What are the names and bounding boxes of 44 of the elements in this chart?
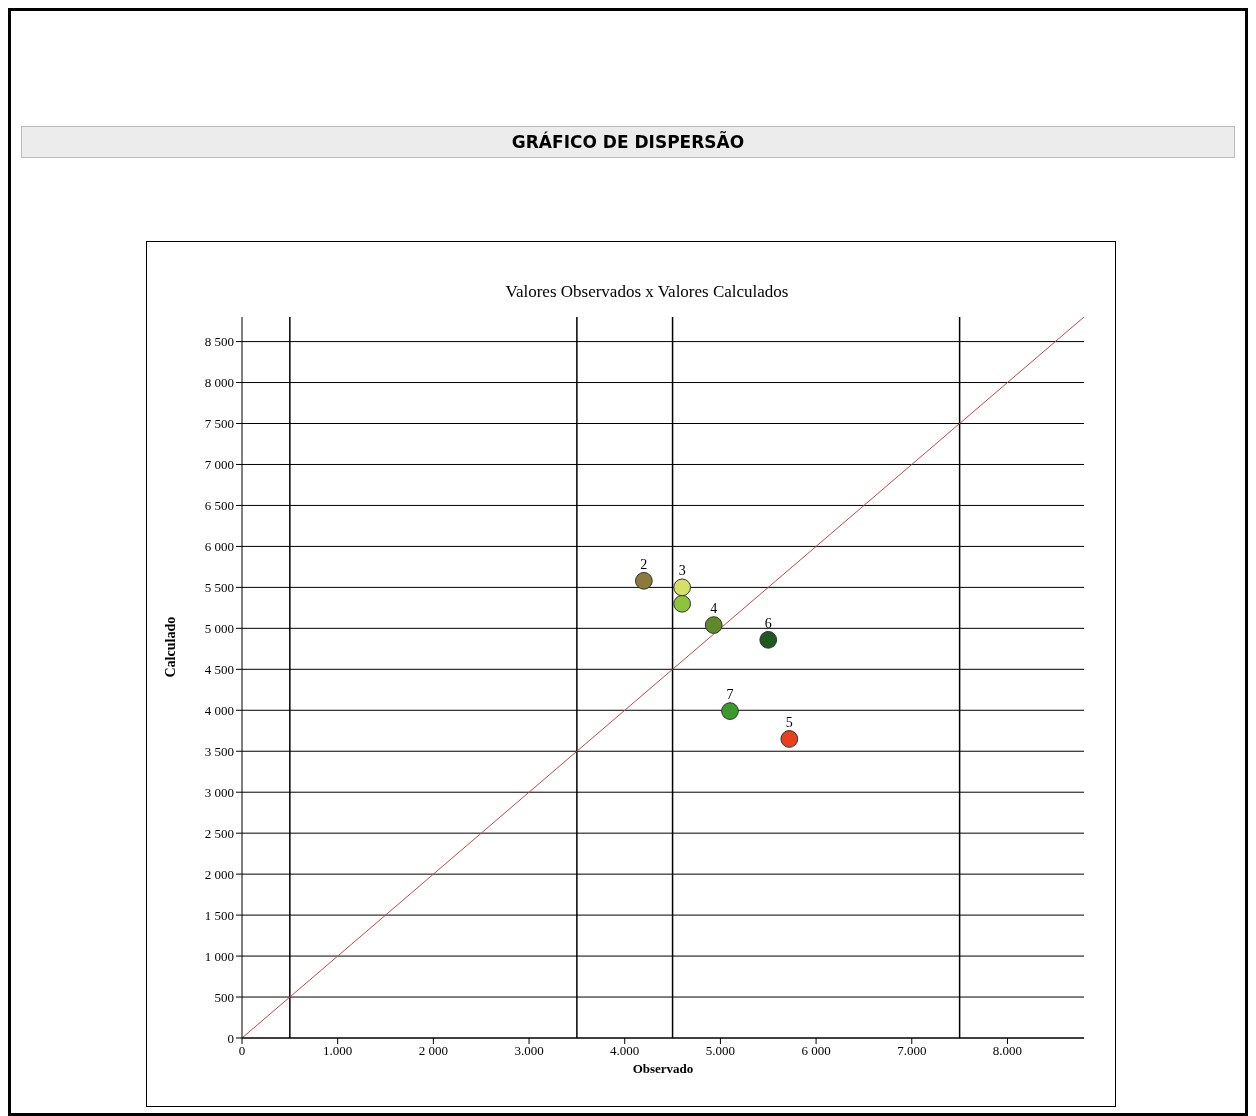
y-tick-label: 7 000 (204, 457, 234, 473)
point (673, 578, 691, 597)
x-tick-label: 7.000 (897, 1043, 927, 1059)
y-tick-label: 3 000 (204, 784, 234, 800)
x-axis-title: Observado (632, 1061, 694, 1077)
point (673, 594, 691, 613)
y-axis-title: Calculado (162, 616, 178, 678)
y-tick-label: 6 000 (204, 539, 234, 555)
x-tick-label: 2 000 (418, 1043, 448, 1059)
annotation: 3 (678, 563, 686, 579)
y-tick-label: 6 500 (204, 498, 234, 514)
x-tick-label: 0 (238, 1043, 246, 1059)
annotation: 7 (726, 687, 734, 703)
x-tick-label: 3.000 (514, 1043, 544, 1059)
x-tick-label: 5.000 (705, 1043, 736, 1059)
y-tick-label: 7 500 (204, 416, 234, 432)
y-tick-label: 2 500 (204, 825, 234, 841)
x-tick-label: 6 000 (801, 1043, 831, 1059)
x-tick-label: 8.000 (992, 1043, 1023, 1059)
y-tick-label: 3 500 (204, 743, 234, 759)
y-tick-label: 2 000 (204, 866, 234, 882)
chart-title: GRÁFICO DE DISPERSÃO (21, 126, 1235, 158)
chart-subtitle: Valores Observados x Valores Calculados (504, 282, 790, 302)
x-tick-label: 4.000 (610, 1043, 640, 1059)
point (759, 630, 778, 649)
point (721, 702, 739, 720)
y-tick-label: 1 500 (204, 907, 234, 923)
point (780, 730, 799, 748)
y-tick-label: 0 (227, 1030, 234, 1046)
y-tick-label: 5 500 (204, 579, 234, 595)
annotation: 5 (785, 714, 793, 730)
annotation: 4 (710, 601, 718, 617)
y-tick-label: 1 000 (204, 948, 234, 964)
x-tick-label: 1.000 (323, 1043, 353, 1059)
y-tick-label: 4 000 (204, 702, 234, 718)
y-tick-label: 4 500 (204, 661, 234, 677)
point (635, 571, 653, 590)
y-tick-label: 5 000 (204, 620, 234, 636)
y-tick-label: 500 (214, 989, 234, 1005)
y-tick-label: 8 000 (204, 375, 234, 391)
annotation: 2 (640, 556, 648, 572)
annotation: 6 (764, 615, 772, 631)
point (704, 616, 723, 634)
y-tick-label: 8 500 (204, 334, 234, 350)
